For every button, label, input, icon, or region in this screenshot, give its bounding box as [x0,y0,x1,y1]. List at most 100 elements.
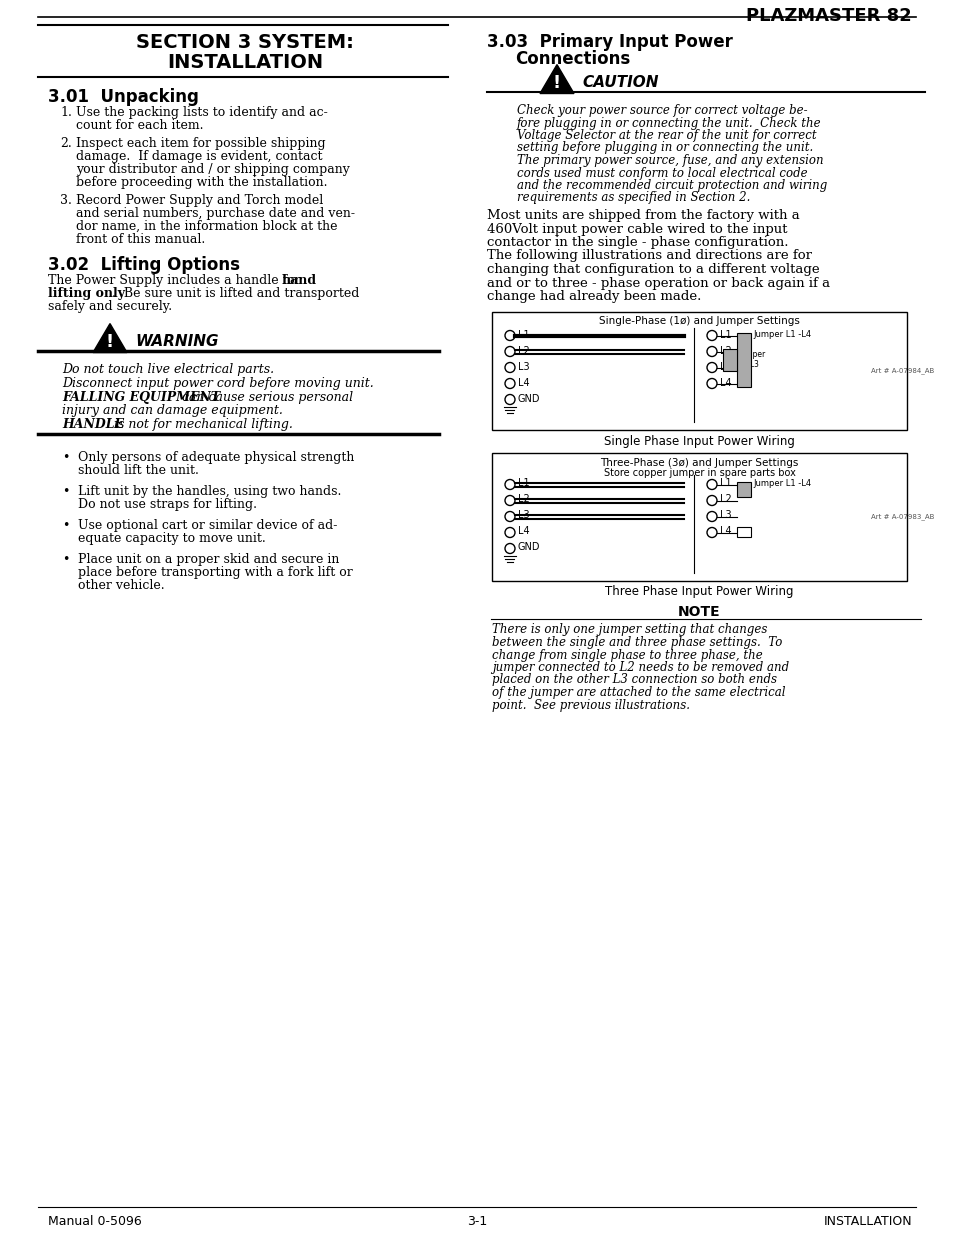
Text: L2: L2 [517,494,529,505]
Text: L1: L1 [517,478,529,489]
Text: should lift the unit.: should lift the unit. [78,464,198,477]
Text: changing that configuration to a different voltage: changing that configuration to a differe… [486,263,819,275]
Text: before proceeding with the installation.: before proceeding with the installation. [76,177,327,189]
Polygon shape [92,324,127,352]
Text: can cause serious personal: can cause serious personal [178,391,353,404]
Text: Manual 0-5096: Manual 0-5096 [48,1215,142,1228]
Text: Place unit on a proper skid and secure in: Place unit on a proper skid and secure i… [78,553,339,566]
Text: L2: L2 [720,346,731,356]
Text: Disconnect input power cord before moving unit.: Disconnect input power cord before movin… [62,377,374,390]
Text: L1: L1 [720,478,731,489]
Text: Jumper L1 -L4: Jumper L1 -L4 [752,330,810,338]
Text: Three-Phase (3ø) and Jumper Settings: Three-Phase (3ø) and Jumper Settings [599,457,798,468]
Text: requirements as specified in Section 2.: requirements as specified in Section 2. [517,191,750,205]
Text: L4: L4 [720,378,731,388]
Text: WARNING: WARNING [135,333,218,350]
Text: !: ! [553,74,560,93]
Text: L4: L4 [517,526,529,536]
Text: L4: L4 [720,526,731,536]
Text: point.  See previous illustrations.: point. See previous illustrations. [492,699,689,711]
Text: 3.02  Lifting Options: 3.02 Lifting Options [48,256,240,274]
Text: INSTALLATION: INSTALLATION [167,53,323,72]
Text: 3-1: 3-1 [466,1215,487,1228]
Text: 3.: 3. [60,194,71,207]
Text: Lift unit by the handles, using two hands.: Lift unit by the handles, using two hand… [78,485,341,498]
Bar [737,332,750,387]
Text: Single-Phase (1ø) and Jumper Settings: Single-Phase (1ø) and Jumper Settings [598,316,800,326]
Text: of the jumper are attached to the same electrical: of the jumper are attached to the same e… [492,685,784,699]
Text: Use optional cart or similar device of ad-: Use optional cart or similar device of a… [78,519,337,532]
Text: place before transporting with a fork lift or: place before transporting with a fork li… [78,566,353,579]
Bar [737,526,750,536]
Text: Art # A-07984_AB: Art # A-07984_AB [870,367,934,374]
Bar [492,311,906,430]
Text: placed on the other L3 connection so both ends: placed on the other L3 connection so bot… [492,673,776,687]
Text: cords used must conform to local electrical code: cords used must conform to local electri… [517,167,807,179]
Text: Three Phase Input Power Wiring: Three Phase Input Power Wiring [604,585,793,599]
Text: Check your power source for correct voltage be-: Check your power source for correct volt… [517,104,807,117]
Bar [737,482,750,496]
Text: Only persons of adequate physical strength: Only persons of adequate physical streng… [78,451,354,464]
Bar [722,348,737,370]
Text: Most units are shipped from the factory with a: Most units are shipped from the factory … [486,209,799,222]
Text: your distributor and / or shipping company: your distributor and / or shipping compa… [76,163,350,177]
Text: change from single phase to three phase, the: change from single phase to three phase,… [492,648,762,662]
Text: injury and can damage equipment.: injury and can damage equipment. [62,404,283,417]
Text: NOTE: NOTE [678,605,720,620]
Text: lifting only: lifting only [48,287,125,300]
Text: Connections: Connections [515,49,630,68]
Text: equate capacity to move unit.: equate capacity to move unit. [78,532,266,545]
Text: •: • [62,485,70,498]
Text: •: • [62,451,70,464]
Text: !: ! [106,333,114,351]
Text: •: • [62,519,70,532]
Text: Voltage Selector at the rear of the unit for correct: Voltage Selector at the rear of the unit… [517,128,816,142]
Text: front of this manual.: front of this manual. [76,233,205,246]
Text: Store copper jumper in spare parts box: Store copper jumper in spare parts box [603,468,795,478]
Text: damage.  If damage is evident, contact: damage. If damage is evident, contact [76,149,322,163]
Text: fore plugging in or connecting the unit.  Check the: fore plugging in or connecting the unit.… [517,116,821,130]
Text: L1: L1 [517,330,529,340]
Text: hand: hand [282,274,316,287]
Text: HANDLE: HANDLE [62,417,124,431]
Text: L1: L1 [720,330,731,340]
Text: count for each item.: count for each item. [76,119,203,132]
Text: Jumper L1 -L4: Jumper L1 -L4 [752,479,810,488]
Text: between the single and three phase settings.  To: between the single and three phase setti… [492,636,781,650]
Text: L3: L3 [517,510,529,520]
Text: L3: L3 [720,362,731,372]
Text: Art # A-07983_AB: Art # A-07983_AB [870,513,934,520]
Text: There is only one jumper setting that changes: There is only one jumper setting that ch… [492,624,766,636]
Text: Single Phase Input Power Wiring: Single Phase Input Power Wiring [603,435,794,447]
Text: CAUTION: CAUTION [581,75,658,90]
Text: The Power Supply includes a handle for: The Power Supply includes a handle for [48,274,304,287]
Text: L2: L2 [517,346,529,356]
Text: Inspect each item for possible shipping: Inspect each item for possible shipping [76,137,325,149]
Bar [492,452,906,580]
Text: •: • [62,553,70,566]
Text: and serial numbers, purchase date and ven-: and serial numbers, purchase date and ve… [76,207,355,220]
Polygon shape [539,64,574,94]
Text: dor name, in the information block at the: dor name, in the information block at th… [76,220,337,233]
Text: GND: GND [517,542,540,552]
Text: FALLING EQUIPMENT: FALLING EQUIPMENT [62,391,220,404]
Text: 3.03  Primary Input Power: 3.03 Primary Input Power [486,33,732,51]
Text: Jumper
L2-L3: Jumper L2-L3 [738,350,764,369]
Text: setting before plugging in or connecting the unit.: setting before plugging in or connecting… [517,142,812,154]
Text: 3.01  Unpacking: 3.01 Unpacking [48,88,198,106]
Text: PLAZMASTER 82: PLAZMASTER 82 [745,7,911,25]
Text: SECTION 3 SYSTEM:: SECTION 3 SYSTEM: [136,33,354,52]
Text: L3: L3 [517,362,529,372]
Text: jumper connected to L2 needs to be removed and: jumper connected to L2 needs to be remov… [492,661,788,674]
Text: L4: L4 [517,378,529,388]
Text: 460Volt input power cable wired to the input: 460Volt input power cable wired to the i… [486,222,786,236]
Text: GND: GND [517,394,540,404]
Text: safely and securely.: safely and securely. [48,300,172,312]
Text: Do not touch live electrical parts.: Do not touch live electrical parts. [62,363,274,375]
Text: Use the packing lists to identify and ac-: Use the packing lists to identify and ac… [76,106,328,119]
Text: 2.: 2. [60,137,71,149]
Text: contactor in the single - phase configuration.: contactor in the single - phase configur… [486,236,788,249]
Text: and the recommended circuit protection and wiring: and the recommended circuit protection a… [517,179,826,191]
Text: INSTALLATION: INSTALLATION [822,1215,911,1228]
Text: L2: L2 [720,494,731,505]
